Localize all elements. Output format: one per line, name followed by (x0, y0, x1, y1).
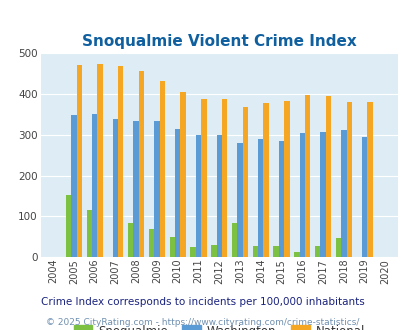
Text: Crime Index corresponds to incidents per 100,000 inhabitants: Crime Index corresponds to incidents per… (41, 297, 364, 307)
Bar (340, 130, 346, 257)
Bar (237, 143, 242, 257)
Bar (258, 139, 263, 257)
Bar (77, 65, 82, 257)
Bar (278, 141, 284, 257)
Bar (71, 115, 77, 257)
Bar (314, 247, 320, 257)
Bar (113, 119, 118, 257)
Bar (294, 252, 299, 257)
Bar (216, 135, 222, 257)
Bar (299, 133, 304, 257)
Bar (159, 81, 164, 257)
Bar (92, 114, 97, 257)
Bar (263, 103, 268, 257)
Bar (133, 121, 139, 257)
Bar (273, 247, 278, 257)
Bar (118, 66, 123, 257)
Bar (195, 135, 200, 257)
Bar (211, 245, 216, 257)
Bar (242, 107, 247, 257)
Text: © 2025 CityRating.com - https://www.cityrating.com/crime-statistics/: © 2025 CityRating.com - https://www.city… (46, 318, 359, 327)
Bar (97, 64, 102, 257)
Bar (149, 229, 154, 257)
Bar (86, 210, 92, 257)
Bar (361, 137, 367, 257)
Bar (335, 238, 340, 257)
Bar (169, 237, 175, 257)
Bar (200, 99, 206, 257)
Legend: Snoqualmie, Washington, National: Snoqualmie, Washington, National (73, 325, 364, 330)
Bar (175, 128, 180, 257)
Bar (154, 121, 159, 257)
Bar (320, 132, 325, 257)
Bar (304, 94, 310, 257)
Title: Snoqualmie Violent Crime Index: Snoqualmie Violent Crime Index (82, 34, 356, 49)
Bar (367, 102, 372, 257)
Bar (128, 223, 133, 257)
Bar (139, 71, 144, 257)
Bar (346, 102, 351, 257)
Bar (284, 101, 289, 257)
Bar (190, 247, 195, 257)
Bar (252, 247, 258, 257)
Bar (325, 96, 330, 257)
Bar (222, 99, 227, 257)
Bar (231, 223, 237, 257)
Bar (180, 92, 185, 257)
Bar (66, 195, 71, 257)
